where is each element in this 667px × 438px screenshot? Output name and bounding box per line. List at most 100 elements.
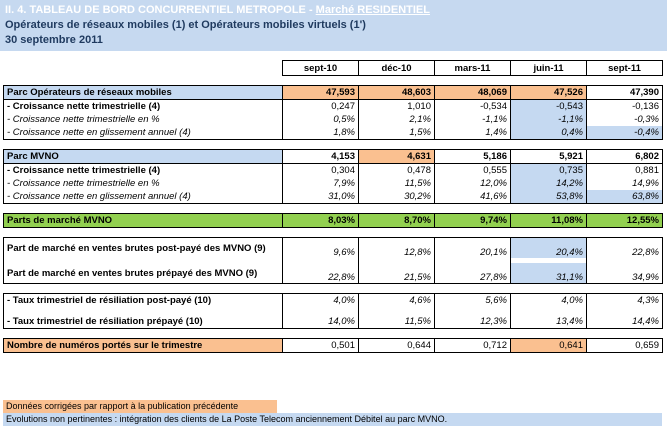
row-label: - Croissance nette en glissement annuel …: [3, 126, 283, 140]
table-cell: 13,4%: [510, 315, 587, 329]
row-label: - Croissance nette trimestrielle en %: [3, 177, 283, 190]
row-label: Part de marché en ventes brutes prépayé …: [3, 263, 283, 284]
table-cell: 31,0%: [282, 190, 359, 204]
table-row: - Croissance nette trimestrielle (4) 0,2…: [3, 99, 663, 113]
table-cell: 0,659: [586, 338, 663, 353]
column-header-row: sept-10 déc-10 mars-11 juin-11 sept-11: [4, 60, 663, 76]
table-cell: 48,603: [358, 85, 435, 100]
table-cell: 22,8%: [282, 263, 359, 284]
table-cell: 14,0%: [282, 315, 359, 329]
table-cell: 5,186: [434, 149, 511, 164]
table-cell: 1,010: [358, 99, 435, 113]
table-cell: 27,8%: [434, 263, 511, 284]
table-row: Part de marché en ventes brutes post-pay…: [3, 237, 663, 258]
table-cell: 47,593: [282, 85, 359, 100]
table-cell: 14,9%: [586, 177, 663, 190]
column-header: sept-10: [282, 60, 359, 76]
table-cell: 5,6%: [434, 293, 511, 307]
table-cell: 53,8%: [510, 190, 587, 204]
legend-corrected-data: Données corrigées par rapport à la publi…: [3, 400, 277, 413]
table-cell: 34,9%: [586, 263, 663, 284]
mno-park-row: Parc Opérateurs de réseaux mobiles 47,59…: [3, 85, 663, 100]
table-cell: 1,5%: [358, 126, 435, 140]
row-label: - Croissance nette trimestrielle en %: [3, 113, 283, 126]
report-market: Marché RESIDENTIEL: [315, 4, 430, 16]
table-cell: 11,5%: [358, 315, 435, 329]
table-cell: -0,4%: [586, 126, 663, 140]
mvno-park-label: Parc MVNO: [3, 149, 283, 164]
table-row: - Croissance nette trimestrielle en % 7,…: [3, 177, 663, 190]
row-label: - Croissance nette trimestrielle (4): [3, 99, 283, 113]
table-cell: 9,74%: [434, 213, 511, 228]
table-cell: -0,3%: [586, 113, 663, 126]
mvno-share-row: Parts de marché MVNO 8,03% 8,70% 9,74% 1…: [3, 213, 663, 228]
mno-park-label: Parc Opérateurs de réseaux mobiles: [3, 85, 283, 100]
table-cell: 5,921: [510, 149, 587, 164]
table-cell: 0,881: [586, 163, 663, 177]
table-row: - Croissance nette trimestrielle (4) 0,3…: [3, 163, 663, 177]
mvno-park-row: Parc MVNO 4,153 4,631 5,186 5,921 6,802: [3, 149, 663, 164]
table-cell: 12,8%: [358, 237, 435, 258]
mvno-share-label: Parts de marché MVNO: [3, 213, 283, 228]
table-cell: 47,526: [510, 85, 587, 100]
table-cell: 30,2%: [358, 190, 435, 204]
report-date: 30 septembre 2011: [5, 34, 103, 46]
table-cell: 8,03%: [282, 213, 359, 228]
table-cell: 41,6%: [434, 190, 511, 204]
table-cell: -1,1%: [510, 113, 587, 126]
column-header: déc-10: [358, 60, 435, 76]
table-row: Part de marché en ventes brutes prépayé …: [3, 263, 663, 284]
table-cell: 0,247: [282, 99, 359, 113]
ported-label: Nombre de numéros portés sur le trimestr…: [3, 338, 283, 353]
header-corner: [4, 61, 283, 76]
row-label: - Croissance nette en glissement annuel …: [3, 190, 283, 204]
report-title-prefix: II. 4. TABLEAU DE BORD CONCURRENTIEL MET…: [5, 4, 316, 16]
table-cell: 47,390: [586, 85, 663, 100]
table-cell: 20,4%: [510, 237, 587, 258]
table-cell: 48,069: [434, 85, 511, 100]
table-cell: 8,70%: [358, 213, 435, 228]
table-cell: 0,304: [282, 163, 359, 177]
table-cell: 12,0%: [434, 177, 511, 190]
column-header: sept-11: [586, 60, 663, 76]
table-cell: 4,3%: [586, 293, 663, 307]
table-cell: 4,153: [282, 149, 359, 164]
table-cell: 0,735: [510, 163, 587, 177]
row-label: - Croissance nette trimestrielle (4): [3, 163, 283, 177]
row-label: - Taux trimestriel de résiliation prépay…: [3, 315, 283, 329]
table-cell: 4,0%: [510, 293, 587, 307]
table-cell: 6,802: [586, 149, 663, 164]
table-cell: 0,5%: [282, 113, 359, 126]
table-cell: 9,6%: [282, 237, 359, 258]
table-row: - Croissance nette trimestrielle en % 0,…: [3, 113, 663, 126]
table-cell: 31,1%: [510, 263, 587, 284]
table-cell: -0,136: [586, 99, 663, 113]
table-cell: 22,8%: [586, 237, 663, 258]
table-cell: 0,641: [510, 338, 587, 353]
row-label: - Taux trimestriel de résiliation post-p…: [3, 293, 283, 307]
ported-row: Nombre de numéros portés sur le trimestr…: [3, 338, 663, 353]
table-cell: 14,4%: [586, 315, 663, 329]
report-header: II. 4. TABLEAU DE BORD CONCURRENTIEL MET…: [0, 0, 667, 51]
table-cell: 0,712: [434, 338, 511, 353]
table-cell: 1,4%: [434, 126, 511, 140]
table-cell: 21,5%: [358, 263, 435, 284]
report-title: II. 4. TABLEAU DE BORD CONCURRENTIEL MET…: [5, 4, 430, 17]
table-cell: 4,0%: [282, 293, 359, 307]
table-cell: 14,2%: [510, 177, 587, 190]
table-cell: 4,631: [358, 149, 435, 164]
table-row: - Taux trimestriel de résiliation prépay…: [3, 315, 663, 329]
table-cell: 1,8%: [282, 126, 359, 140]
legend-not-relevant: Evolutions non pertinentes : intégration…: [3, 413, 662, 426]
table-cell: 4,6%: [358, 293, 435, 307]
column-header: mars-11: [434, 60, 511, 76]
column-header: juin-11: [510, 60, 587, 76]
table-cell: 12,55%: [586, 213, 663, 228]
table-cell: -1,1%: [434, 113, 511, 126]
table-cell: 11,08%: [510, 213, 587, 228]
table-cell: 20,1%: [434, 237, 511, 258]
table-cell: 0,555: [434, 163, 511, 177]
table-cell: 2,1%: [358, 113, 435, 126]
dashboard-table: sept-10 déc-10 mars-11 juin-11 sept-11 P…: [3, 60, 663, 353]
row-label: Part de marché en ventes brutes post-pay…: [3, 237, 283, 258]
